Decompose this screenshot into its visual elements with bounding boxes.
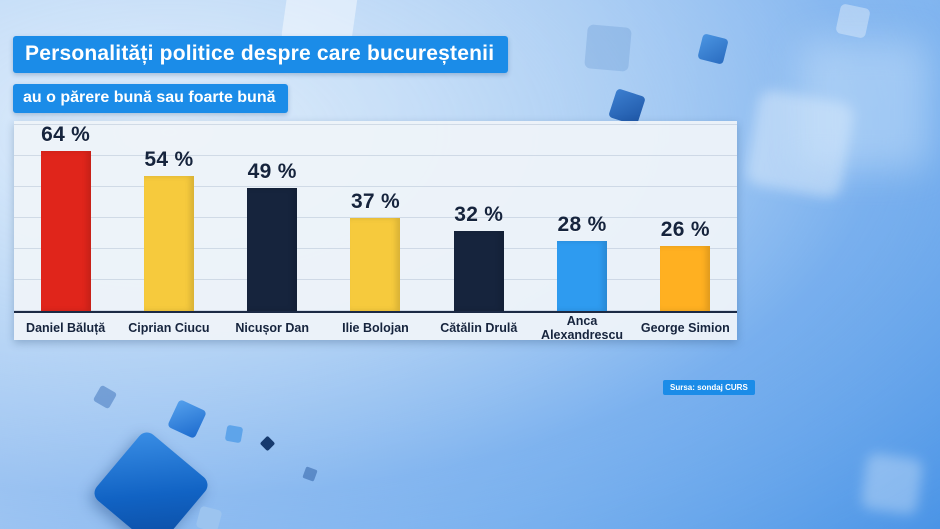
bar-category-label: Nicușor Dan xyxy=(235,320,310,335)
bar-value-label: 26 % xyxy=(660,218,710,241)
decor-cube xyxy=(224,424,244,444)
bar-category-label: Cătălin Drulă xyxy=(440,320,518,335)
bar xyxy=(143,176,194,311)
bar-group: 64 % xyxy=(14,123,117,311)
bar-category-label: George Simion xyxy=(640,320,730,335)
decor-cube xyxy=(800,40,930,170)
bar-category-label: Anca Alexandrescu xyxy=(541,313,624,342)
bar-category-label: Ciprian Ciucu xyxy=(128,320,210,335)
bar-value-label: 28 % xyxy=(557,213,607,236)
decor-cube xyxy=(259,435,276,452)
decor-cube xyxy=(835,3,871,39)
bar-value-label: 54 % xyxy=(144,148,194,171)
bar-group: 28 % xyxy=(531,213,634,311)
bar-value-label: 32 % xyxy=(454,203,504,226)
bar-group: 26 % xyxy=(634,218,737,311)
bar-group: 32 % xyxy=(427,203,530,311)
bar-group: 49 % xyxy=(221,160,324,311)
names-row: Daniel Băluță Ciprian Ciucu Nicușor Dan Ili… xyxy=(14,313,737,342)
source-badge: Sursa: sondaj CURS xyxy=(663,380,755,395)
bar xyxy=(247,188,298,311)
decor-cube xyxy=(195,505,223,529)
bar-category-label: Daniel Băluță xyxy=(26,320,106,335)
decor-cube xyxy=(302,466,318,482)
decor-cube xyxy=(697,33,729,65)
chart-subtitle: au o părere bună sau foarte bună xyxy=(13,84,288,113)
bar-value-label: 64 % xyxy=(41,123,91,146)
bar-category-label: Ilie Bolojan xyxy=(342,320,409,335)
decor-cube xyxy=(584,24,632,72)
bar-chart: 64 % 54 % 49 % 37 % 32 % 28 % 26 % Daniel Bălu… xyxy=(14,121,737,342)
bar-group: 37 % xyxy=(324,190,427,311)
bar-value-label: 37 % xyxy=(350,190,401,213)
decor-cube xyxy=(92,384,118,410)
bar xyxy=(40,151,91,311)
decor-cube xyxy=(860,452,924,516)
bar-value-label: 49 % xyxy=(247,160,297,183)
bars-row: 64 % 54 % 49 % 37 % 32 % 28 % 26 % xyxy=(14,121,737,313)
bar xyxy=(350,218,401,311)
decor-cube xyxy=(167,399,207,439)
bar xyxy=(557,241,608,311)
decor-cube xyxy=(90,428,212,529)
chart-title: Personalități politice despre care bucur… xyxy=(13,36,509,73)
bar xyxy=(453,231,504,311)
bar xyxy=(660,246,711,311)
decor-cube xyxy=(744,88,856,200)
bar-group: 54 % xyxy=(117,148,220,311)
